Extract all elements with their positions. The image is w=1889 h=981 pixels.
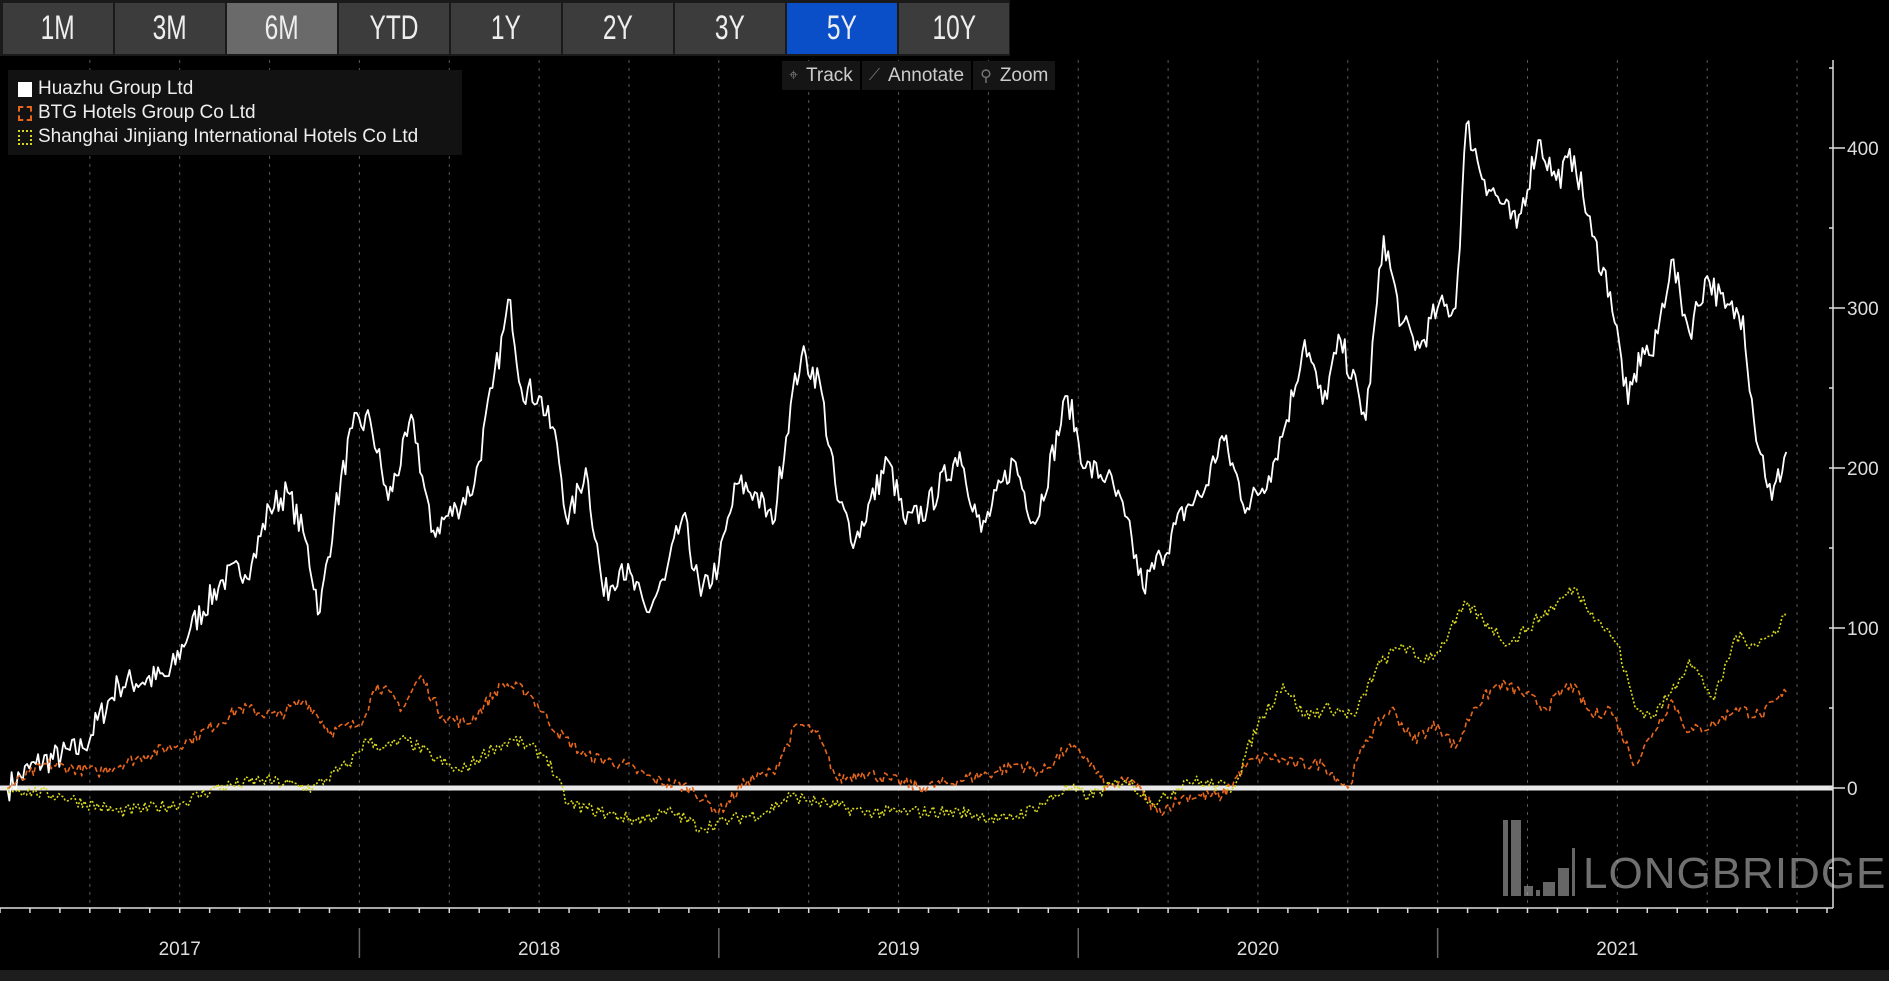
legend-item-jinjiang[interactable]: Shanghai Jinjiang International Hotels C… [18, 125, 462, 149]
range-button-6m[interactable]: 6M [227, 3, 337, 54]
range-button-1y[interactable]: 1Y [451, 3, 561, 54]
range-button-5y[interactable]: 5Y [787, 3, 897, 54]
pencil-icon: ⟋ [868, 66, 881, 84]
y-tick-label: 400 [1847, 139, 1879, 160]
tool-label: Track [806, 64, 853, 86]
range-button-ytd[interactable]: YTD [339, 3, 449, 54]
tool-label: Zoom [999, 64, 1049, 86]
zoom-button[interactable]: ⚲ Zoom [973, 61, 1056, 90]
range-button-label: 1M [40, 9, 75, 47]
x-year-label: 2021 [1596, 939, 1638, 960]
legend-label: Huazhu Group Ltd [38, 78, 194, 99]
logo-bars-icon [1503, 820, 1575, 896]
chart-tools: ⌖ Track ⟋ Annotate ⚲ Zoom [782, 61, 1056, 90]
legend-item-huazhu[interactable]: Huazhu Group Ltd [18, 77, 462, 101]
y-tick-label: 200 [1847, 459, 1879, 480]
x-year-label: 2017 [159, 939, 201, 960]
legend: Huazhu Group Ltd BTG Hotels Group Co Ltd… [8, 70, 462, 155]
range-button-2y[interactable]: 2Y [563, 3, 673, 54]
tool-label: Annotate [888, 64, 965, 86]
range-button-label: 6M [264, 9, 299, 47]
range-button-3m[interactable]: 3M [115, 3, 225, 54]
range-button-label: 2Y [603, 9, 633, 47]
legend-swatch-dotted [18, 129, 32, 145]
legend-item-btg[interactable]: BTG Hotels Group Co Ltd [18, 101, 462, 125]
legend-label: Shanghai Jinjiang International Hotels C… [38, 126, 419, 147]
series-line-2[interactable] [6, 586, 1788, 834]
x-year-label: 2019 [877, 939, 919, 960]
y-tick-label: 300 [1847, 299, 1879, 320]
range-button-label: 3Y [715, 9, 745, 47]
legend-swatch-dashed [18, 105, 32, 121]
annotate-button[interactable]: ⟋ Annotate [861, 61, 972, 90]
range-button-3y[interactable]: 3Y [675, 3, 785, 54]
watermark-text: LONGBRIDGE [1583, 849, 1887, 898]
range-button-label: YTD [369, 9, 419, 47]
range-selector: 1M 3M 6M YTD 1Y 2Y 3Y 5Y 10Y [0, 0, 1010, 56]
range-button-label: 1Y [491, 9, 521, 47]
x-year-label: 2018 [518, 939, 560, 960]
range-button-label: 10Y [932, 9, 976, 47]
range-button-label: 5Y [827, 9, 857, 47]
range-button-1m[interactable]: 1M [3, 3, 113, 54]
series-line-0[interactable] [6, 120, 1788, 802]
y-tick-label: 100 [1847, 619, 1879, 640]
crosshair-icon: ⌖ [789, 66, 799, 84]
range-button-label: 3M [152, 9, 187, 47]
series-line-1[interactable] [7, 675, 1787, 817]
legend-swatch-solid [18, 81, 32, 97]
legend-label: BTG Hotels Group Co Ltd [38, 102, 256, 123]
track-button[interactable]: ⌖ Track [782, 61, 860, 90]
longbridge-watermark: LONGBRIDGE [1503, 820, 1886, 896]
x-year-label: 2020 [1237, 939, 1279, 960]
magnifier-icon: ⚲ [980, 67, 992, 85]
range-button-10y[interactable]: 10Y [899, 3, 1009, 54]
y-tick-label: 0 [1847, 779, 1858, 800]
bottom-scroll-strip[interactable] [0, 970, 1889, 981]
